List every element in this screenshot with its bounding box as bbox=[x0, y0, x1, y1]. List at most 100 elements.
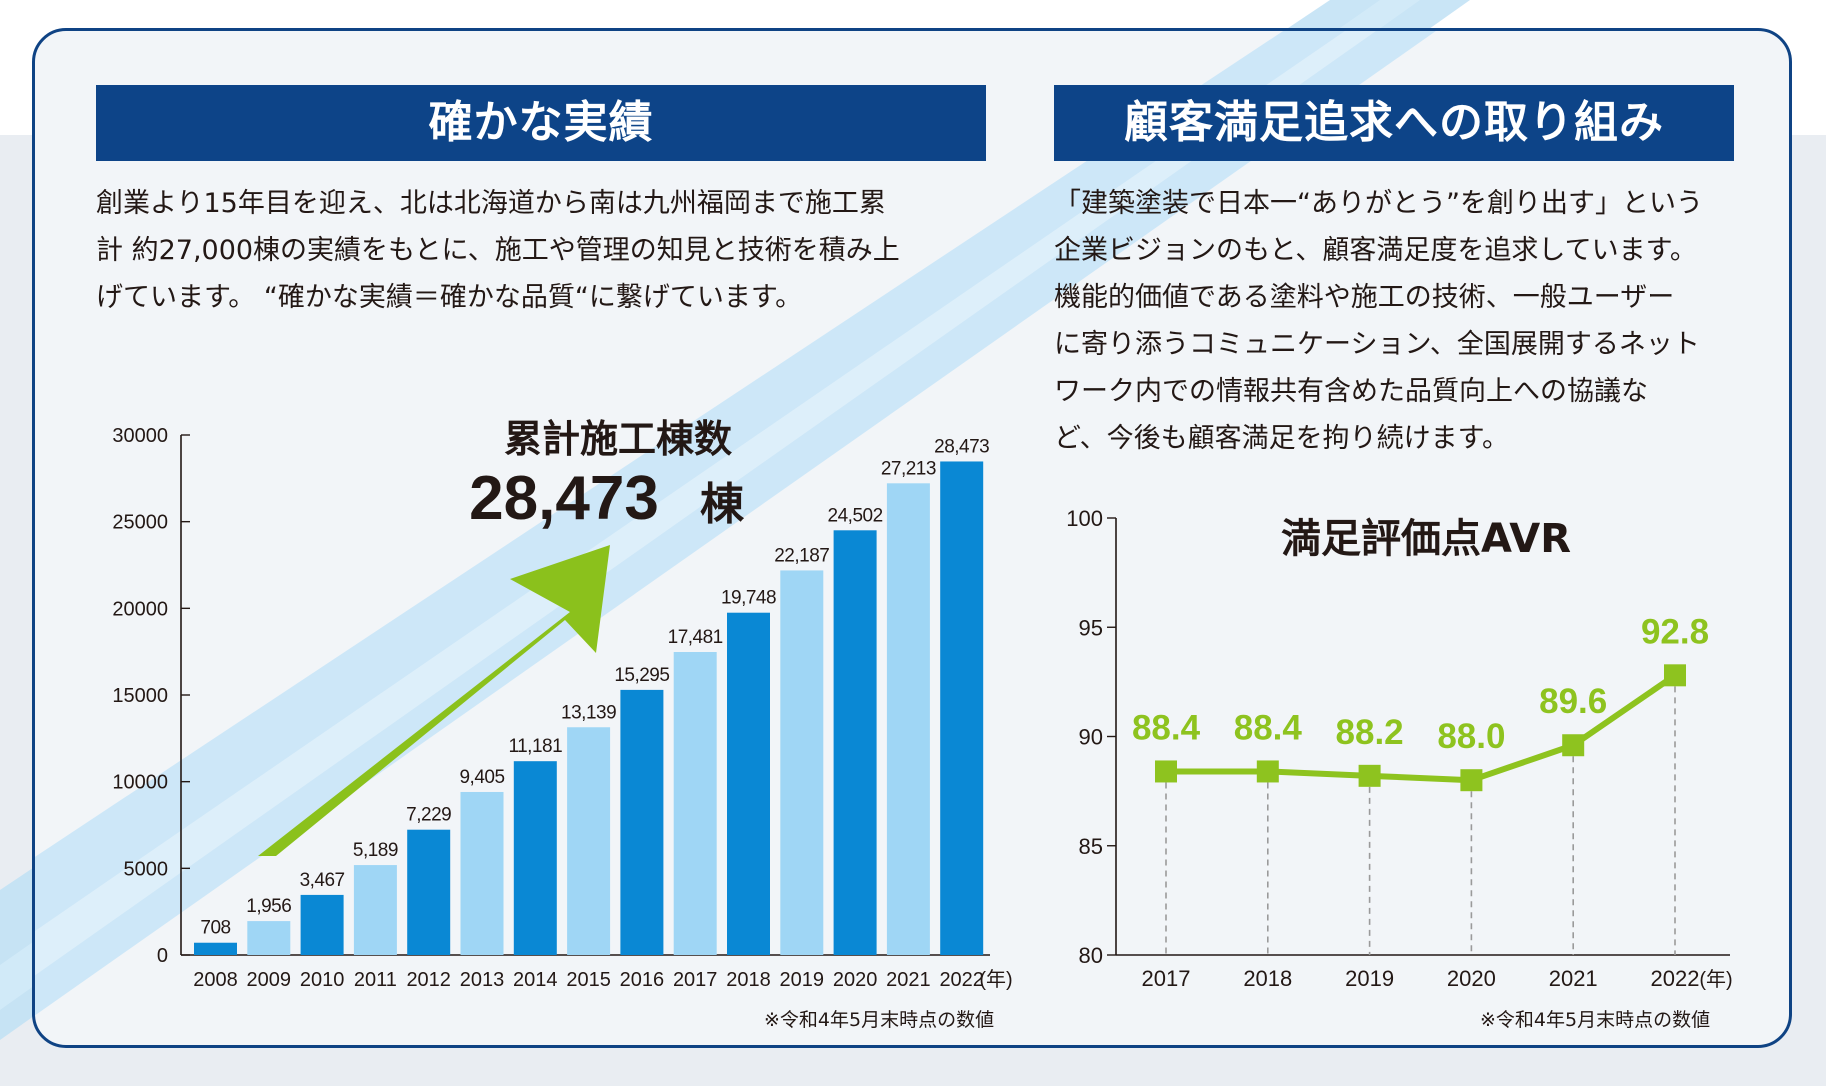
bar-value-label: 708 bbox=[200, 918, 230, 939]
line-x-tick-label: 2022 bbox=[1651, 966, 1700, 991]
left-footnote: ※令和4年5月末時点の数値 bbox=[764, 1009, 995, 1031]
bar-y-tick-label: 20000 bbox=[112, 598, 168, 620]
line-y-tick-label: 100 bbox=[1066, 506, 1103, 531]
right-paragraph: 「建築塗装で日本一“ありがとう”を創り出す」という 企業ビジョンのもと、顧客満足… bbox=[1054, 180, 1744, 462]
bar-x-tick-label: 2019 bbox=[780, 969, 825, 991]
growth-arrow-icon bbox=[258, 545, 610, 856]
bar-value-label: 22,187 bbox=[774, 545, 829, 566]
right-paragraph-line: 企業ビジョンのもと、顧客満足度を追求しています。 bbox=[1054, 235, 1697, 266]
point-2019 bbox=[1358, 764, 1381, 787]
bar-2012 bbox=[407, 829, 451, 955]
line-y-tick-label: 85 bbox=[1079, 834, 1103, 859]
bar-chart-title: 累計施工棟数 bbox=[504, 417, 732, 461]
bar-value-label: 28,473 bbox=[934, 436, 989, 457]
bar-value-label: 9,405 bbox=[459, 767, 504, 788]
bar-2014 bbox=[513, 761, 557, 955]
bar-value-label: 11,181 bbox=[508, 736, 562, 757]
bar-value-label: 5,189 bbox=[353, 840, 398, 861]
bar-2021 bbox=[886, 483, 930, 955]
right-paragraph-line: ワーク内での情報共有含めた品質向上への協議な bbox=[1054, 376, 1648, 407]
bar-2017 bbox=[673, 651, 717, 955]
satisfaction-line bbox=[1166, 672, 1677, 784]
left-paragraph-line: げています。 “確かな実績＝確かな品質“に繋げています。 bbox=[96, 282, 803, 313]
bar-value-label: 15,295 bbox=[614, 665, 669, 686]
bar-y-tick-label: 15000 bbox=[112, 685, 168, 707]
bar-2020 bbox=[833, 530, 877, 955]
line-x-tick-label: 2017 bbox=[1142, 966, 1191, 991]
right-paragraph-line: に寄り添うコミュニケーション、全国展開するネット bbox=[1054, 329, 1700, 360]
point-2020 bbox=[1460, 769, 1483, 792]
right-footnote: ※令和4年5月末時点の数値 bbox=[1480, 1009, 1711, 1031]
point-2022 bbox=[1664, 664, 1686, 687]
bar-x-tick-label: 2021 bbox=[886, 969, 931, 991]
line-x-tick-label: 2019 bbox=[1345, 966, 1394, 991]
bar-value-label: 17,481 bbox=[668, 627, 723, 648]
left-paragraph-line: 計 約27,000棟の実績をもとに、施工や管理の知見と技術を積み上 bbox=[96, 235, 900, 266]
bar-x-tick-label: 2017 bbox=[673, 969, 718, 991]
line-y-tick-label: 95 bbox=[1079, 615, 1103, 640]
point-value-label: 88.4 bbox=[1234, 708, 1303, 747]
line-y-tick-label: 80 bbox=[1079, 943, 1103, 968]
bar-y-tick-label: 30000 bbox=[112, 425, 168, 447]
bar-2022 bbox=[940, 461, 984, 955]
bar-value-label: 24,502 bbox=[828, 505, 883, 526]
bar-x-tick-label: 2022 bbox=[939, 969, 984, 991]
total-count-value: 28,473 bbox=[469, 464, 659, 533]
bar-y-tick-label: 10000 bbox=[112, 772, 168, 794]
card-diagonal-stripe bbox=[35, 31, 1436, 1016]
bar-x-tick-label: 2015 bbox=[566, 969, 611, 991]
point-value-label: 88.0 bbox=[1437, 717, 1505, 756]
left-section-title: 確かな実績 bbox=[96, 85, 986, 161]
point-value-label: 89.6 bbox=[1539, 682, 1607, 721]
point-value-label: 88.2 bbox=[1336, 713, 1404, 752]
line-chart-title: 満足評価点AVR bbox=[1281, 516, 1571, 562]
bar-x-tick-label: 2011 bbox=[354, 969, 397, 991]
bar-value-label: 13,139 bbox=[561, 702, 616, 723]
bar-2008 bbox=[194, 942, 237, 955]
line-x-unit: (年) bbox=[1699, 968, 1732, 991]
bar-2019 bbox=[780, 570, 824, 955]
left-paragraph-line: 創業より15年目を迎え、北は北海道から南は九州福岡まで施工累 bbox=[96, 188, 886, 219]
bar-x-tick-label: 2008 bbox=[193, 969, 238, 991]
bar-2013 bbox=[460, 791, 504, 955]
line-x-tick-label: 2020 bbox=[1447, 966, 1496, 991]
bar-x-tick-label: 2016 bbox=[620, 969, 665, 991]
right-paragraph-line: ど、今後も顧客満足を拘り続けます。 bbox=[1054, 423, 1509, 454]
bar-y-tick-label: 25000 bbox=[112, 512, 168, 534]
bar-2009 bbox=[247, 921, 291, 955]
point-value-label: 92.8 bbox=[1641, 612, 1709, 651]
bar-2010 bbox=[300, 894, 344, 955]
bar-value-label: 27,213 bbox=[881, 458, 936, 479]
bar-x-tick-label: 2018 bbox=[726, 969, 771, 991]
bar-value-label: 1,956 bbox=[246, 896, 291, 917]
right-paragraph-line: 機能的価値である塗料や施工の技術、一般ユーザー bbox=[1054, 282, 1675, 313]
bar-y-tick-label: 0 bbox=[157, 945, 168, 967]
bar-2011 bbox=[353, 865, 397, 955]
line-x-tick-label: 2018 bbox=[1243, 966, 1292, 991]
bar-x-tick-label: 2014 bbox=[513, 969, 558, 991]
bar-x-tick-label: 2012 bbox=[406, 969, 451, 991]
point-2017 bbox=[1155, 760, 1177, 783]
bar-2016 bbox=[620, 689, 664, 955]
bar-2015 bbox=[567, 727, 611, 955]
point-value-label: 88.4 bbox=[1132, 708, 1201, 747]
right-section-title: 顧客満足追求への取り組み bbox=[1054, 85, 1734, 161]
point-2021 bbox=[1562, 734, 1585, 757]
bar-x-tick-label: 2013 bbox=[460, 969, 505, 991]
bar-2018 bbox=[727, 612, 770, 955]
point-2018 bbox=[1256, 760, 1279, 783]
left-paragraph: 創業より15年目を迎え、北は北海道から南は九州福岡まで施工累 計 約27,000… bbox=[96, 180, 986, 321]
bar-value-label: 3,467 bbox=[300, 870, 345, 891]
right-paragraph-line: 「建築塗装で日本一“ありがとう”を創り出す」という bbox=[1054, 188, 1703, 219]
line-y-tick-label: 90 bbox=[1079, 725, 1103, 750]
bar-x-tick-label: 2010 bbox=[300, 969, 345, 991]
bar-x-tick-label: 2020 bbox=[833, 969, 878, 991]
bar-value-label: 7,229 bbox=[406, 805, 451, 826]
bar-x-tick-label: 2009 bbox=[247, 969, 292, 991]
bar-value-label: 19,748 bbox=[721, 588, 776, 609]
bar-y-tick-label: 5000 bbox=[124, 858, 169, 880]
total-count-unit: 棟 bbox=[700, 479, 745, 530]
bar-x-unit: (年) bbox=[979, 968, 1012, 991]
line-x-tick-label: 2021 bbox=[1549, 966, 1598, 991]
